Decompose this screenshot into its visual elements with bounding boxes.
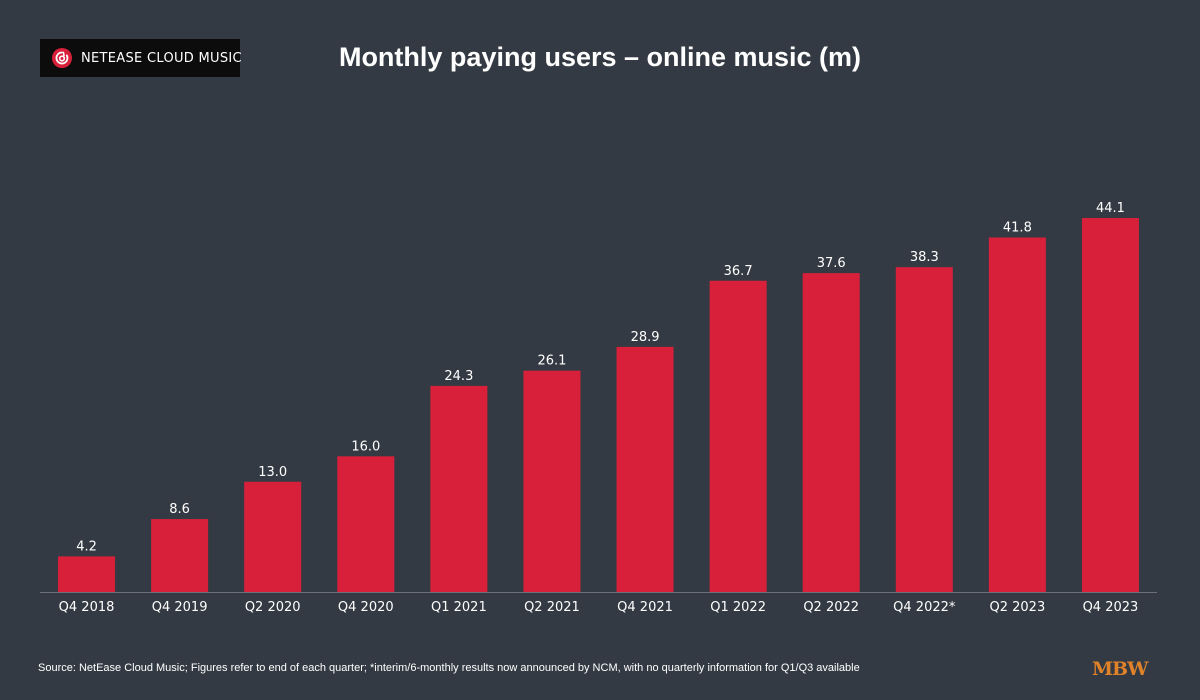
bar [1081,218,1139,592]
bar [244,481,302,592]
bar [430,385,488,592]
x-tick-label: Q4 2022* [893,600,956,615]
data-label: 44.1 [1096,201,1125,216]
x-tick-label: Q2 2022 [803,600,859,615]
bar [151,519,209,592]
chart-title: Monthly paying users – online music (m) [338,42,862,72]
netease-cloud-music-icon [51,47,73,69]
data-label: 13.0 [258,465,287,480]
data-label: 26.1 [537,354,566,369]
x-tick-label: Q1 2022 [710,600,766,615]
x-tick-label: Q4 2020 [338,600,394,615]
data-label: 4.2 [76,539,97,554]
x-tick-label: Q4 2023 [1083,600,1139,615]
bar [58,556,116,592]
data-label: 16.0 [351,439,380,454]
x-tick-label: Q4 2018 [59,600,115,615]
data-label: 8.6 [169,502,190,517]
x-tick-label: Q2 2021 [524,600,580,615]
data-label: 37.6 [817,256,846,271]
bar [709,280,767,592]
bar [895,267,953,592]
x-tick-label: Q2 2023 [990,600,1046,615]
mbw-logo: MBW [1092,658,1148,680]
bar [337,456,395,592]
bar [523,370,581,592]
bar [616,346,674,592]
data-label: 36.7 [724,264,753,279]
data-label: 24.3 [444,369,473,384]
netease-cloud-music-logo: NETEASE CLOUD MUSIC [40,39,242,77]
logo-text: NETEASE CLOUD MUSIC [81,50,242,66]
bar [802,273,860,592]
x-tick-label: Q4 2021 [617,600,673,615]
data-label: 28.9 [631,330,660,345]
data-label: 41.8 [1003,221,1032,236]
x-tick-label: Q2 2020 [245,600,301,615]
bar [988,237,1046,592]
x-tick-label: Q1 2021 [431,600,487,615]
x-tick-label: Q4 2019 [152,600,208,615]
data-label: 38.3 [910,250,939,265]
source-note: Source: NetEase Cloud Music; Figures ref… [38,662,860,674]
